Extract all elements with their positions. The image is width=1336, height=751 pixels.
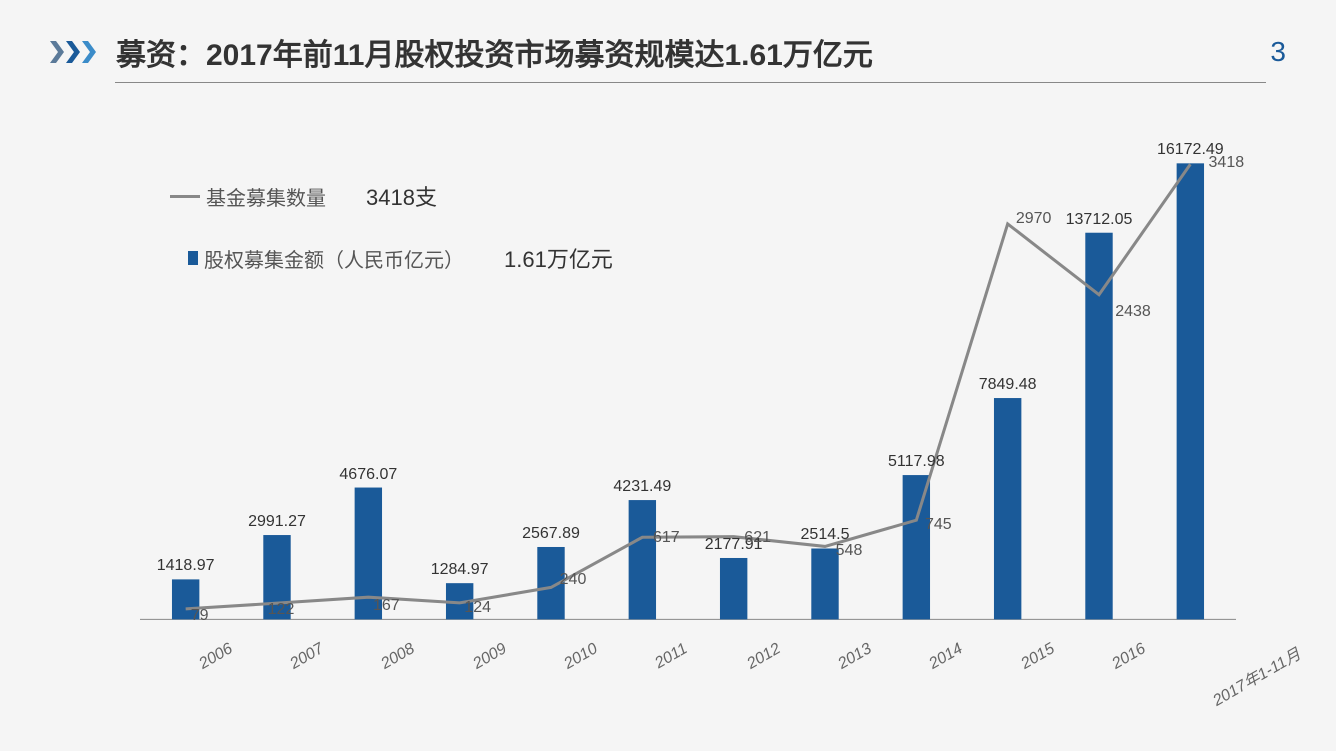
title-underline bbox=[115, 82, 1266, 83]
bar-value-label: 7849.48 bbox=[979, 376, 1037, 394]
bar bbox=[811, 548, 838, 619]
bar-value-label: 5117.98 bbox=[888, 453, 945, 471]
header: 募资：2017年前11月股权投资市场募资规模达1.61万亿元 3 bbox=[50, 30, 1286, 74]
line-value-label: 2970 bbox=[1016, 210, 1052, 228]
line-value-label: 122 bbox=[268, 601, 295, 619]
page-number: 3 bbox=[1270, 36, 1286, 68]
bar-value-label: 4231.49 bbox=[613, 478, 671, 496]
line-value-label: 745 bbox=[925, 516, 952, 534]
bar bbox=[1085, 233, 1112, 620]
bar-value-label: 2991.27 bbox=[248, 513, 306, 531]
line-value-label: 240 bbox=[560, 571, 587, 589]
line-value-label: 2438 bbox=[1115, 303, 1151, 321]
line-value-label: 124 bbox=[464, 599, 491, 617]
bar bbox=[720, 558, 747, 619]
bar-value-label: 1284.97 bbox=[431, 561, 489, 579]
line-value-label: 548 bbox=[836, 542, 863, 560]
bar bbox=[903, 475, 930, 619]
line-value-label: 3418 bbox=[1209, 154, 1245, 172]
line-value-label: 621 bbox=[744, 529, 771, 547]
bar bbox=[629, 500, 656, 619]
chart-area: 1418.977920062991.2712220074676.07167200… bbox=[140, 140, 1236, 701]
line-value-label: 167 bbox=[373, 597, 400, 615]
line-series bbox=[186, 164, 1191, 609]
line-value-label: 617 bbox=[653, 529, 680, 547]
bar-value-label: 1418.97 bbox=[157, 557, 215, 575]
chevron-icon bbox=[82, 41, 96, 63]
bar bbox=[1177, 163, 1204, 619]
chevron-icon-group bbox=[50, 41, 96, 63]
page-title: 募资：2017年前11月股权投资市场募资规模达1.61万亿元 bbox=[116, 30, 1270, 74]
line-value-label: 79 bbox=[191, 607, 209, 625]
bar-value-label: 13712.05 bbox=[1066, 211, 1133, 229]
bar bbox=[994, 398, 1021, 619]
bar-value-label: 4676.07 bbox=[339, 466, 397, 484]
chevron-icon bbox=[50, 41, 64, 63]
chevron-icon bbox=[66, 41, 80, 63]
bar-value-label: 2567.89 bbox=[522, 525, 580, 543]
